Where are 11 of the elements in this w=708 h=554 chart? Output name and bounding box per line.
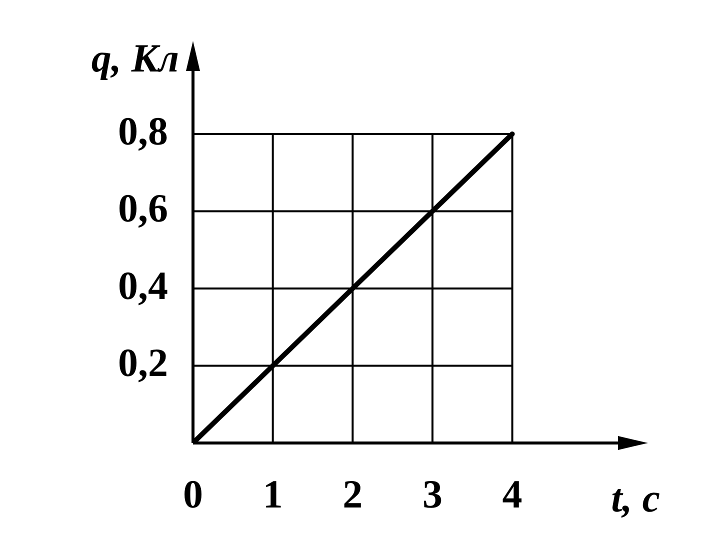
x-tick-label: 1 xyxy=(262,471,283,516)
y-tick-label: 0,2 xyxy=(118,340,168,386)
x-tick-label: 0 xyxy=(183,471,203,516)
y-tick-label: 0,8 xyxy=(118,108,168,154)
y-tick-label: 0,6 xyxy=(118,186,168,231)
y-axis-title: q, Кл xyxy=(91,35,179,80)
y-tick-label: 0,4 xyxy=(118,262,168,308)
x-tick-label: 4 xyxy=(502,471,522,516)
x-tick-label: 3 xyxy=(422,471,442,516)
x-tick-label: 2 xyxy=(342,471,363,516)
x-axis-title: t, с xyxy=(611,475,660,520)
